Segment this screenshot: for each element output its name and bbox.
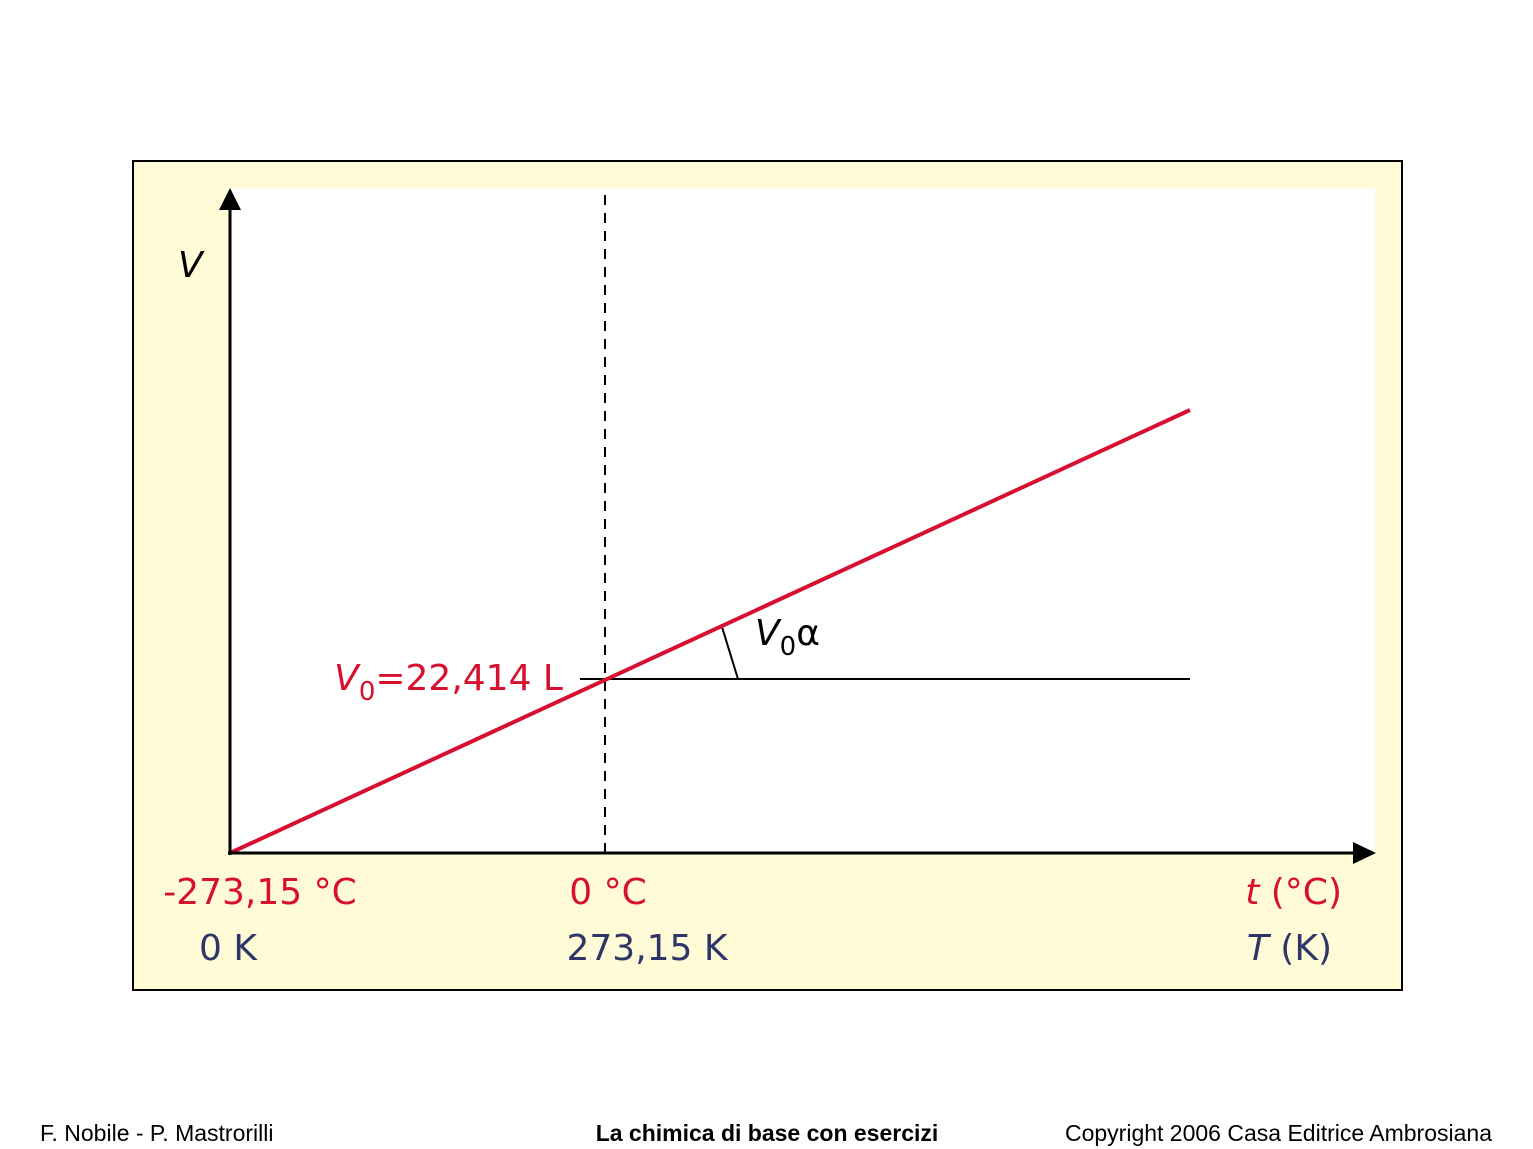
celsius-label: -273,15 °C [163, 872, 357, 913]
kelvin-label: 273,15 K [566, 928, 728, 969]
v0-label: V0=22,414 L [334, 658, 563, 707]
footer-copyright: Copyright 2006 Casa Editrice Ambrosiana [1065, 1120, 1492, 1146]
x-axis-label-celsius: t (°C) [1245, 872, 1342, 913]
volume-line [229, 408, 1191, 855]
celsius-label: 0 °C [569, 872, 646, 913]
x-axis-label-kelvin: T (K) [1247, 928, 1332, 969]
angle-mark [721, 626, 739, 680]
footer-authors: F. Nobile - P. Mastrorilli [40, 1120, 273, 1146]
kelvin-label: 0 K [199, 928, 258, 969]
slope-label: V0α [755, 613, 820, 662]
x-arrow [1353, 842, 1376, 864]
y-axis-label: V [178, 245, 205, 286]
plot-area [232, 188, 1375, 852]
footer-book: La chimica di base con esercizi [596, 1120, 939, 1146]
y-arrow [219, 188, 241, 210]
